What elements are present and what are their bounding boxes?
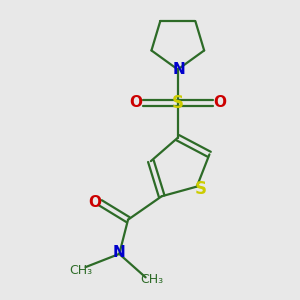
Text: S: S [194,180,206,198]
Text: CH₃: CH₃ [140,273,163,286]
Text: S: S [172,94,184,112]
Text: O: O [130,95,143,110]
Text: N: N [113,245,126,260]
Text: O: O [88,195,101,210]
Text: N: N [173,62,186,77]
Text: O: O [213,95,226,110]
Text: CH₃: CH₃ [69,264,92,277]
